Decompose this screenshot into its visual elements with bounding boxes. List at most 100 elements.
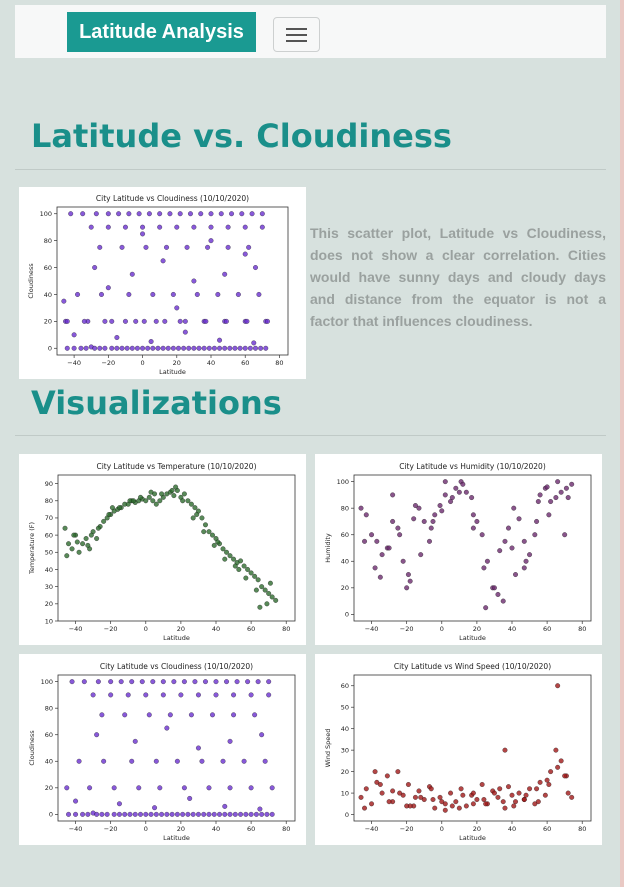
data-point xyxy=(99,292,104,297)
data-point xyxy=(185,811,191,817)
data-point xyxy=(255,679,261,685)
data-point xyxy=(558,758,564,764)
data-point xyxy=(211,542,217,548)
data-point xyxy=(222,556,228,562)
data-point xyxy=(442,479,448,485)
data-point xyxy=(374,538,380,544)
data-point xyxy=(122,318,128,324)
y-tick-label: 70 xyxy=(45,514,53,522)
data-point xyxy=(569,794,575,800)
data-point xyxy=(105,211,111,217)
data-point xyxy=(143,692,149,698)
data-point xyxy=(88,532,94,538)
data-point xyxy=(265,318,270,324)
data-point xyxy=(126,211,132,217)
data-point xyxy=(76,758,82,764)
data-point xyxy=(390,788,396,794)
x-tick-label: 0 xyxy=(140,359,144,367)
data-point xyxy=(421,797,427,802)
data-point xyxy=(99,712,105,718)
chart-title: City Latitude vs Cloudiness (10/10/2020) xyxy=(96,194,249,203)
data-point xyxy=(136,785,142,791)
x-tick-label: 60 xyxy=(247,625,255,633)
x-tick-label: 40 xyxy=(212,625,220,633)
data-point xyxy=(565,495,571,501)
data-point xyxy=(173,484,179,490)
chart-title: City Latitude vs Temperature (10/10/2020… xyxy=(96,462,256,471)
data-point xyxy=(437,503,443,508)
data-point xyxy=(229,211,234,217)
data-point xyxy=(140,231,146,237)
plot-frame xyxy=(57,674,296,822)
data-point xyxy=(69,546,75,552)
y-tick-label: 50 xyxy=(341,704,349,712)
data-point xyxy=(157,785,163,791)
data-point xyxy=(430,519,436,524)
x-tick-label: −40 xyxy=(365,625,379,633)
data-point xyxy=(140,224,146,230)
data-point xyxy=(116,505,122,511)
data-point xyxy=(150,292,156,297)
data-point xyxy=(235,292,241,297)
brand-link[interactable]: Latitude Analysis xyxy=(67,12,256,52)
data-point xyxy=(460,792,466,798)
data-point xyxy=(225,224,231,230)
data-point xyxy=(509,545,515,551)
data-point xyxy=(264,811,270,817)
data-point xyxy=(453,799,459,805)
y-tick-label: 40 xyxy=(45,566,53,574)
data-point xyxy=(188,211,193,217)
data-point xyxy=(191,345,197,351)
data-point xyxy=(246,244,252,250)
data-point xyxy=(95,679,101,685)
data-point xyxy=(97,244,103,250)
data-point xyxy=(143,811,149,817)
x-tick-label: 40 xyxy=(207,359,215,367)
x-tick-label: 60 xyxy=(241,359,249,367)
data-point xyxy=(474,519,480,524)
data-point xyxy=(544,484,550,490)
y-tick-label: 0 xyxy=(49,811,53,819)
data-point xyxy=(143,244,149,250)
y-tick-label: 100 xyxy=(41,678,53,686)
data-point xyxy=(263,345,269,351)
data-point xyxy=(159,491,165,497)
data-point xyxy=(259,584,265,590)
chart-title: City Latitude vs Cloudiness (10/10/2020) xyxy=(100,662,253,671)
data-point xyxy=(470,801,476,807)
data-point xyxy=(83,536,89,542)
y-tick-label: 60 xyxy=(341,531,349,539)
data-point xyxy=(177,318,183,324)
data-point xyxy=(106,512,112,517)
y-tick-label: 100 xyxy=(40,210,52,218)
data-point xyxy=(506,784,511,790)
data-point xyxy=(262,587,268,593)
data-point xyxy=(80,541,86,547)
data-point xyxy=(516,790,522,796)
data-point xyxy=(227,738,233,744)
data-point xyxy=(427,538,432,544)
navbar-toggle-button[interactable] xyxy=(273,17,320,52)
data-point xyxy=(160,345,166,351)
x-tick-label: 0 xyxy=(144,825,148,833)
x-tick-label: −40 xyxy=(69,825,83,833)
data-point xyxy=(253,587,259,593)
data-point xyxy=(116,801,122,807)
data-point xyxy=(153,758,159,764)
data-point xyxy=(140,345,146,351)
data-point xyxy=(94,536,100,542)
data-point xyxy=(126,292,132,297)
data-point xyxy=(146,211,152,217)
data-point xyxy=(227,811,233,817)
data-point xyxy=(264,601,270,607)
data-point xyxy=(73,798,79,804)
data-point xyxy=(238,811,244,817)
data-point xyxy=(253,811,259,817)
data-point xyxy=(176,345,181,351)
data-point xyxy=(224,679,229,685)
data-point xyxy=(73,811,79,817)
data-point xyxy=(171,493,177,499)
x-tick-label: 40 xyxy=(508,625,516,633)
data-point xyxy=(191,224,197,230)
data-point xyxy=(122,712,128,718)
